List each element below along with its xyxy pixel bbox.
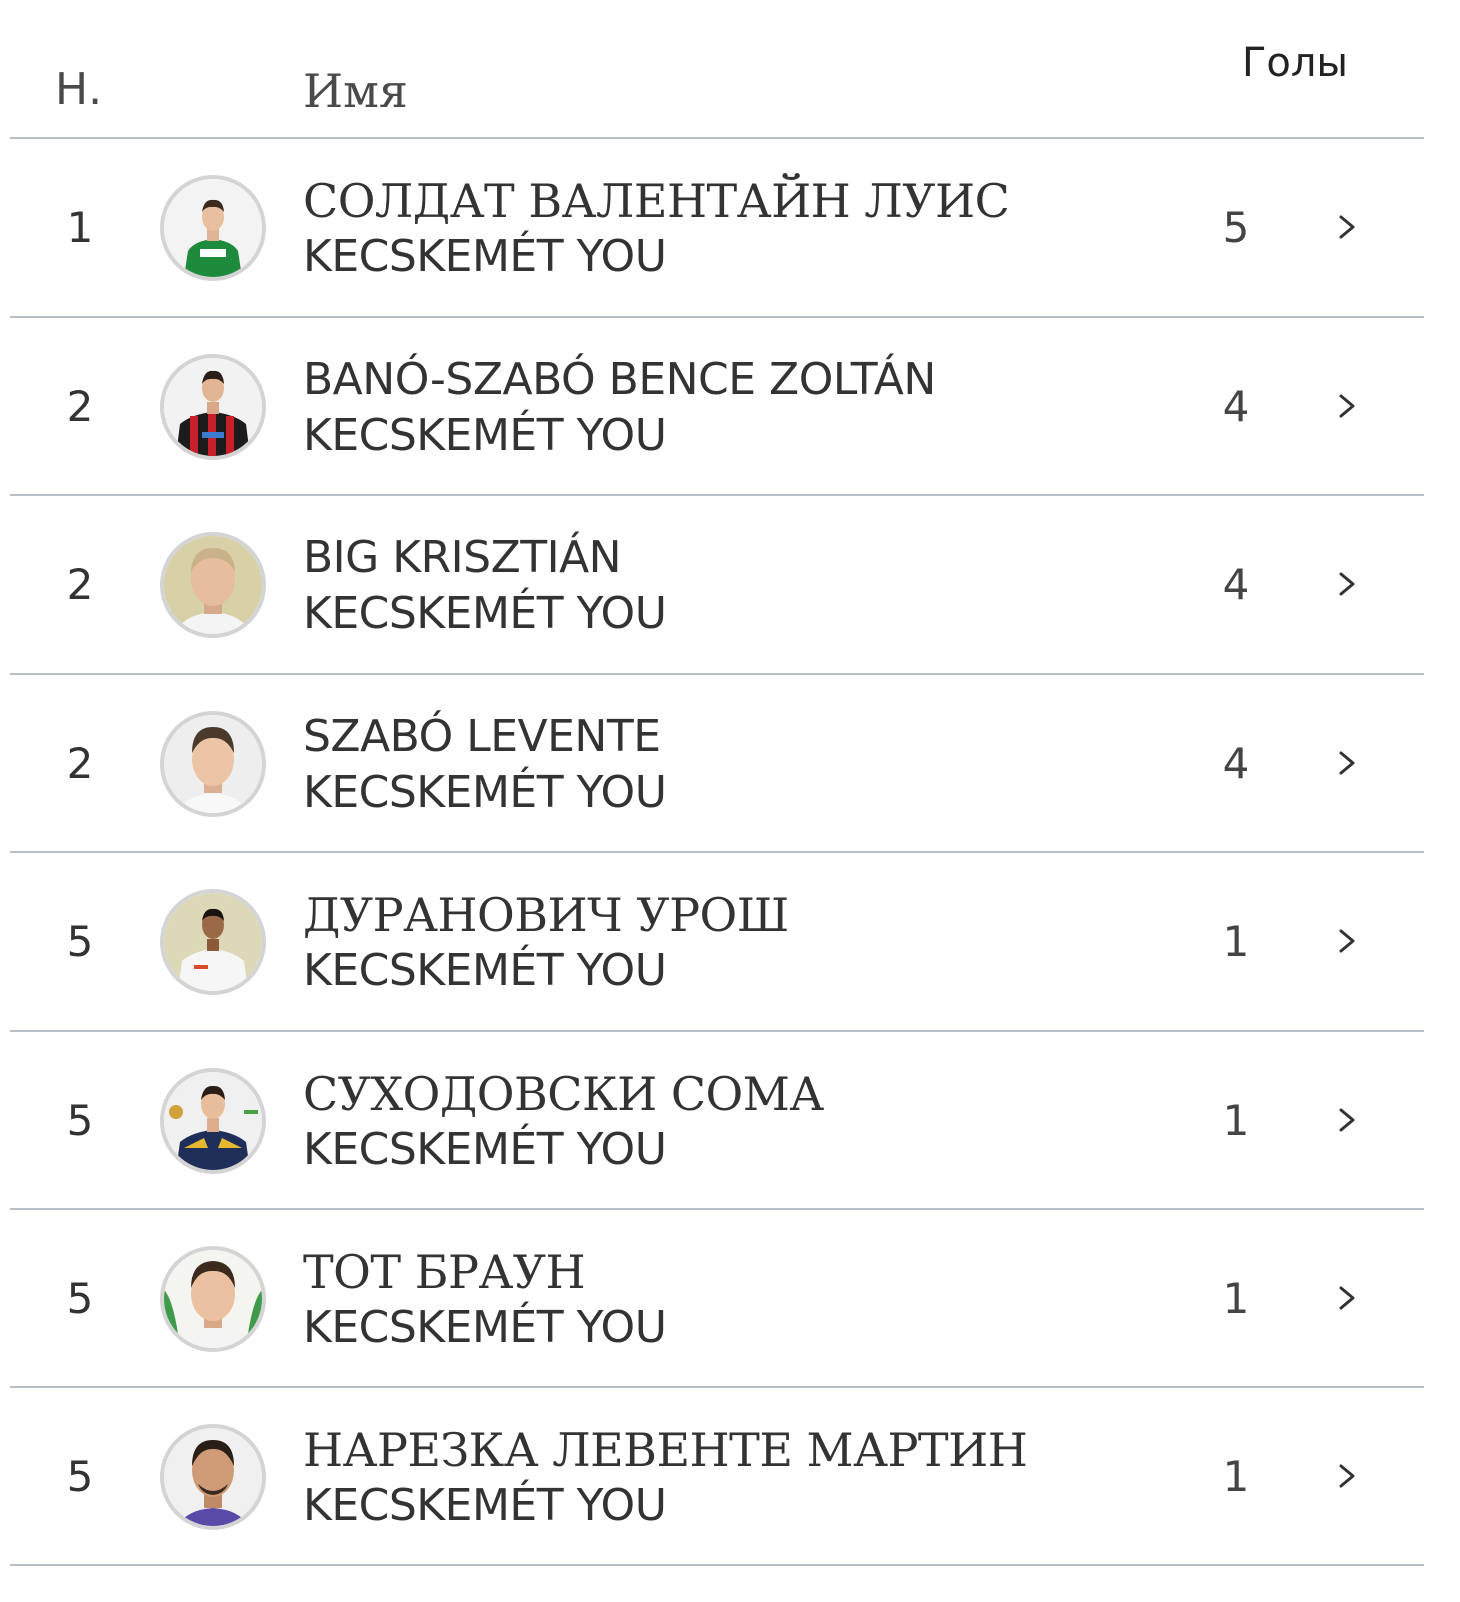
chevron-right-icon[interactable] [1332, 741, 1362, 785]
team-name: KECSKEMÉT YOU [303, 588, 667, 639]
player-avatar [160, 1424, 266, 1530]
table-row[interactable]: 2 BIG KRISZTIÁN KECSKEMÉT YOU 4 [10, 496, 1424, 675]
player-avatar [160, 354, 266, 460]
player-goals: 1 [1222, 1096, 1250, 1145]
table-header: Н. Имя Голы [10, 0, 1424, 139]
player-goals: 4 [1222, 560, 1250, 609]
player-info: ДУРАНОВИЧ УРОШ KECSKEMÉT YOU [303, 887, 789, 999]
player-info: BIG KRISZTIÁN KECSKEMÉT YOU [303, 530, 667, 642]
chevron-right-icon[interactable] [1332, 1276, 1362, 1320]
player-rank: 2 [66, 739, 94, 788]
player-name[interactable]: BANÓ-SZABÓ BENCE ZOLTÁN [303, 354, 936, 405]
team-name: KECSKEMÉT YOU [303, 231, 667, 282]
header-name: Имя [303, 64, 408, 118]
team-name: KECSKEMÉT YOU [303, 410, 667, 461]
player-info: SZABÓ LEVENTE KECSKEMÉT YOU [303, 709, 667, 821]
player-rank: 5 [66, 1274, 94, 1323]
team-name: KECSKEMÉT YOU [303, 945, 667, 996]
player-rank: 2 [66, 560, 94, 609]
player-goals: 1 [1222, 1274, 1250, 1323]
chevron-right-icon[interactable] [1332, 1098, 1362, 1142]
player-name[interactable]: ТОТ БРАУН [303, 1245, 586, 1299]
player-rank: 5 [66, 917, 94, 966]
player-name[interactable]: СУХОДОВСКИ СОМА [303, 1067, 824, 1121]
chevron-right-icon[interactable] [1332, 562, 1362, 606]
player-goals: 1 [1222, 1452, 1250, 1501]
player-avatar [160, 1246, 266, 1352]
player-info: ТОТ БРАУН KECSKEMÉT YOU [303, 1244, 667, 1356]
table-row[interactable]: 5 НАРЕЗКА ЛЕВЕНТЕ МАРТИН KECSKEMÉT YOU 1 [10, 1388, 1424, 1566]
player-avatar [160, 175, 266, 281]
chevron-right-icon[interactable] [1332, 1454, 1362, 1498]
table-row[interactable]: 5 ДУРАНОВИЧ УРОШ KECSKEMÉT YOU 1 [10, 853, 1424, 1032]
player-name[interactable]: SZABÓ LEVENTE [303, 711, 661, 762]
player-goals: 4 [1222, 382, 1250, 431]
player-name[interactable]: BIG KRISZTIÁN [303, 532, 622, 583]
player-rank: 2 [66, 382, 94, 431]
scorers-table: Н. Имя Голы 1 СОЛДАТ ВАЛЕНТАЙН ЛУИС KECS… [10, 0, 1424, 1566]
player-name[interactable]: СОЛДАТ ВАЛЕНТАЙН ЛУИС [303, 174, 1010, 228]
table-row[interactable]: 2 BANÓ-SZABÓ BENCE ZOLTÁN KECSKEMÉT YOU … [10, 318, 1424, 496]
player-goals: 4 [1222, 739, 1250, 788]
player-rank: 1 [66, 203, 94, 252]
player-info: НАРЕЗКА ЛЕВЕНТЕ МАРТИН KECSKEMÉT YOU [303, 1422, 1028, 1534]
player-info: BANÓ-SZABÓ BENCE ZOLTÁN KECSKEMÉT YOU [303, 352, 936, 464]
player-name[interactable]: ДУРАНОВИЧ УРОШ [303, 888, 789, 942]
player-goals: 1 [1222, 917, 1250, 966]
table-row[interactable]: 5 ТОТ БРАУН KECSKEMÉT YOU 1 [10, 1210, 1424, 1388]
team-name: KECSKEMÉT YOU [303, 1480, 667, 1531]
player-avatar [160, 1068, 266, 1174]
chevron-right-icon[interactable] [1332, 205, 1362, 249]
player-rank: 5 [66, 1452, 94, 1501]
player-avatar [160, 889, 266, 995]
player-info: СУХОДОВСКИ СОМА KECSKEMÉT YOU [303, 1066, 824, 1178]
header-rank: Н. [55, 64, 103, 115]
table-row[interactable]: 1 СОЛДАТ ВАЛЕНТАЙН ЛУИС KECSKEMÉT YOU 5 [10, 139, 1424, 318]
header-goals: Голы [1242, 40, 1349, 86]
player-goals: 5 [1222, 203, 1250, 252]
player-avatar [160, 532, 266, 638]
table-row[interactable]: 5 СУХОДОВСКИ СОМА KECSKEMÉT YOU 1 [10, 1032, 1424, 1210]
chevron-right-icon[interactable] [1332, 384, 1362, 428]
team-name: KECSKEMÉT YOU [303, 767, 667, 818]
chevron-right-icon[interactable] [1332, 919, 1362, 963]
player-name[interactable]: НАРЕЗКА ЛЕВЕНТЕ МАРТИН [303, 1423, 1028, 1477]
team-name: KECSKEMÉT YOU [303, 1124, 667, 1175]
player-avatar [160, 711, 266, 817]
table-row[interactable]: 2 SZABÓ LEVENTE KECSKEMÉT YOU 4 [10, 675, 1424, 853]
team-name: KECSKEMÉT YOU [303, 1302, 667, 1353]
player-info: СОЛДАТ ВАЛЕНТАЙН ЛУИС KECSKEMÉT YOU [303, 173, 1010, 285]
player-rank: 5 [66, 1096, 94, 1145]
